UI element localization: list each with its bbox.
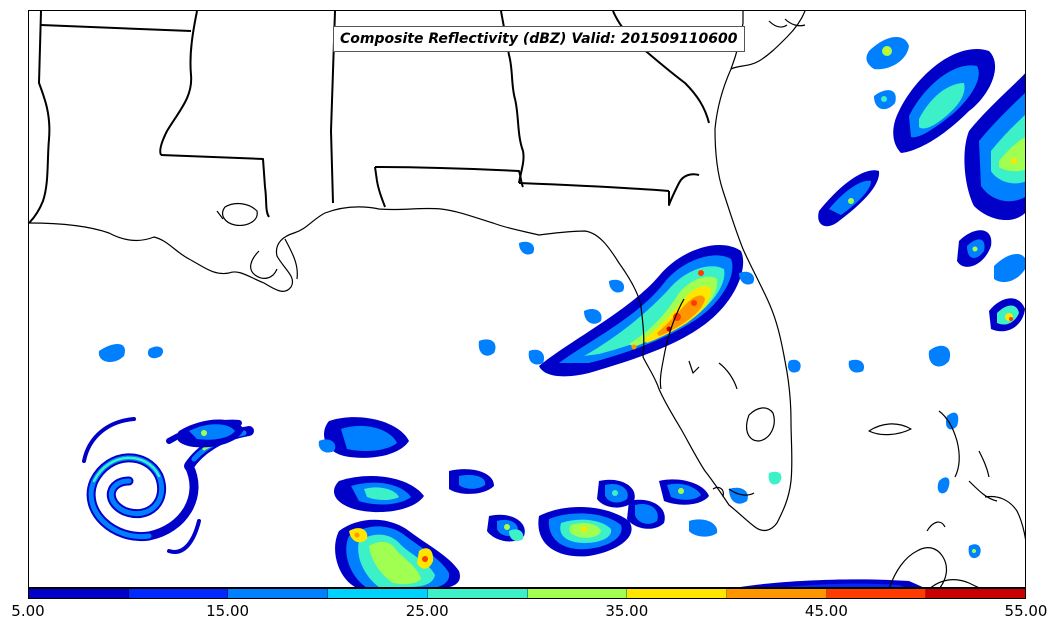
coastlines: [29, 11, 1025, 587]
colorbar-tick-label: 25.00: [405, 602, 449, 620]
echo-atlantic-se: [818, 170, 1025, 559]
colorbar-tick-label: 55.00: [1004, 602, 1048, 620]
radar-echoes: [82, 36, 1025, 587]
colorbar-segment: [627, 589, 727, 598]
echo-atlantic-ne: [866, 36, 1025, 221]
colorbar-ticks: 5.00 15.00 25.00 35.00 45.00 55.00: [0, 602, 1060, 626]
colorbar-segment: [427, 589, 528, 598]
echo-southern-gulf: [318, 417, 782, 587]
colorbar-tick-label: 45.00: [804, 602, 848, 620]
colorbar-segment: [29, 589, 129, 598]
echo-florida-small: [478, 241, 865, 373]
colorbar-tick-label: 15.00: [206, 602, 250, 620]
colorbar-segment: [527, 589, 628, 598]
map-panel: Composite Reflectivity (dBZ) Valid: 2015…: [28, 10, 1026, 588]
colorbar-segment: [128, 589, 229, 598]
colorbar-segment: [826, 589, 927, 598]
colorbar-segment: [228, 589, 329, 598]
echo-hurricane-outer-bands: [98, 344, 244, 448]
map-title: Composite Reflectivity (dBZ) Valid: 2015…: [333, 26, 745, 52]
colorbar: [28, 588, 1026, 599]
colorbar-segment: [328, 589, 428, 598]
colorbar-segment: [926, 589, 1026, 598]
colorbar-tick-label: 5.00: [11, 602, 45, 620]
colorbar-segment: [726, 589, 827, 598]
radar-map: [29, 11, 1025, 587]
colorbar-tick-label: 35.00: [605, 602, 649, 620]
